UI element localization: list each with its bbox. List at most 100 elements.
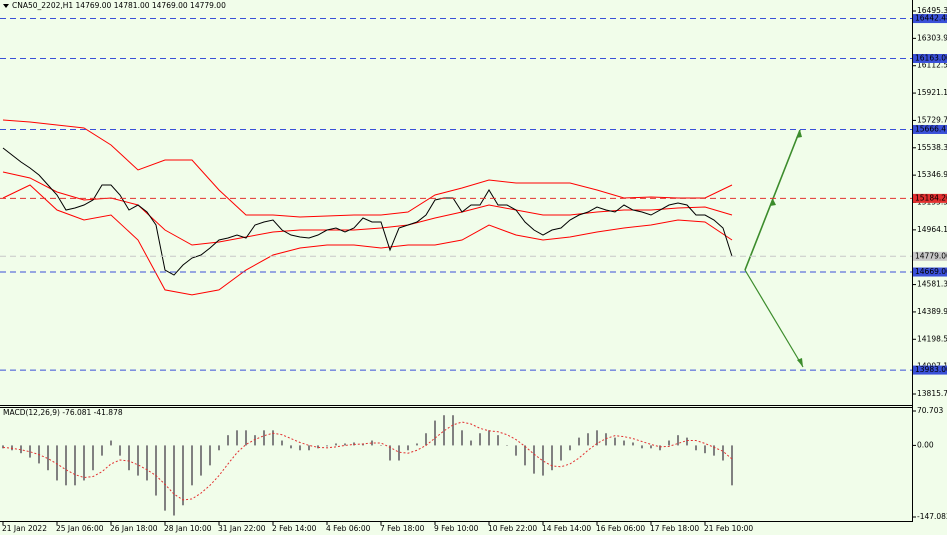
histogram-bar <box>632 442 634 446</box>
y-tick-label: 16303.90 <box>917 33 947 42</box>
histogram-bar <box>623 440 625 446</box>
x-tick-label: 7 Feb 18:00 <box>380 524 425 533</box>
histogram-bar <box>569 445 571 451</box>
signal-line <box>2 421 733 501</box>
histogram-bar <box>380 445 382 446</box>
bollinger-band <box>2 184 733 296</box>
histogram-bar <box>128 445 130 471</box>
x-tick-label: 16 Feb 06:00 <box>596 524 645 533</box>
histogram-bar <box>2 445 4 449</box>
histogram-bar <box>56 445 58 481</box>
indicator-title: MACD(12,26,9) -76.081 -41.878 <box>3 408 123 417</box>
arrow-head <box>796 130 802 138</box>
histogram-bar <box>344 443 346 446</box>
histogram-bar <box>605 433 607 446</box>
x-tick-label: 2 Feb 14:00 <box>272 524 317 533</box>
histogram-bar <box>614 437 616 446</box>
histogram-bar <box>65 445 67 486</box>
x-tick-label: 21 Jan 2022 <box>2 524 47 533</box>
histogram-bar <box>146 445 148 481</box>
trend-arrow <box>744 269 804 368</box>
histogram-bar <box>326 445 328 447</box>
histogram-bar <box>695 445 697 451</box>
histogram-bar <box>245 430 247 446</box>
histogram-bar <box>308 445 310 451</box>
histogram-bar <box>434 420 436 446</box>
histogram-bar <box>83 445 85 481</box>
histogram-bar <box>461 430 463 446</box>
histogram-bar <box>101 445 103 456</box>
histogram-bar <box>704 445 706 454</box>
histogram-bar <box>731 445 733 486</box>
histogram-bar <box>20 445 22 454</box>
x-tick-label: 9 Feb 10:00 <box>434 524 479 533</box>
histogram-bar <box>524 445 526 466</box>
histogram-bar <box>650 445 652 449</box>
bollinger-band <box>2 119 733 218</box>
y-tick-label: 16112.50 <box>917 61 947 70</box>
x-tick-label: 14 Feb 14:00 <box>542 524 591 533</box>
histogram-bar <box>182 445 184 506</box>
level-label-box <box>913 267 947 277</box>
chart-title: CNA50_2202,H1 14769.00 14781.00 14769.00… <box>12 1 226 10</box>
price-line <box>2 147 733 276</box>
histogram-bar <box>263 430 265 446</box>
histogram-bar <box>191 445 193 486</box>
menu-icon[interactable] <box>3 4 9 8</box>
histogram-bar <box>578 437 580 446</box>
trend-arrow <box>744 129 801 271</box>
x-tick-label: 4 Feb 06:00 <box>326 524 371 533</box>
level-label: 16163.00 <box>915 54 947 63</box>
level-label-box <box>913 193 947 203</box>
histogram-bar <box>236 430 238 446</box>
y-tick-label: 16495.30 <box>917 6 947 15</box>
x-tick-label: 21 Feb 10:00 <box>704 524 753 533</box>
histogram-bar <box>452 415 454 446</box>
level-label: 16442.48 <box>915 14 947 23</box>
histogram-bar <box>443 415 445 446</box>
histogram-bar <box>209 445 211 466</box>
histogram-bar <box>506 445 508 446</box>
x-tick-label: 26 Jan 18:00 <box>110 524 158 533</box>
histogram-bar <box>668 440 670 446</box>
histogram-bar <box>686 437 688 446</box>
histogram-bar <box>155 445 157 496</box>
histogram-bar <box>713 445 715 456</box>
histogram-bar <box>722 445 724 461</box>
histogram-bar <box>389 445 391 461</box>
y-tick-label: 15729.70 <box>917 115 947 124</box>
x-tick-label: 25 Jan 06:00 <box>56 524 104 533</box>
x-tick-label: 17 Feb 18:00 <box>650 524 699 533</box>
histogram-bar <box>488 430 490 446</box>
level-label: 14669.06 <box>915 267 947 276</box>
histogram-bar <box>533 445 535 474</box>
histogram-bar <box>479 433 481 446</box>
y-tick-label: 15538.30 <box>917 143 947 152</box>
level-label-box <box>913 251 947 261</box>
histogram-bar <box>272 430 274 446</box>
y-tick-label: 0.00 <box>917 440 934 449</box>
y-tick-label: 13815.70 <box>917 389 947 398</box>
histogram-bar <box>416 443 418 446</box>
histogram-bar <box>74 445 76 486</box>
x-tick-label: 31 Jan 22:00 <box>218 524 266 533</box>
level-label-box <box>913 14 947 24</box>
y-tick-label: 15346.90 <box>917 170 947 179</box>
histogram-bar <box>218 445 220 451</box>
histogram-bar <box>371 440 373 446</box>
histogram-bar <box>560 445 562 461</box>
level-label: 15184.26 <box>915 193 947 202</box>
histogram-bar <box>119 445 121 456</box>
histogram-bar <box>542 445 544 476</box>
histogram-bar <box>299 445 301 451</box>
histogram-bar <box>254 435 256 446</box>
histogram-bar <box>29 445 31 458</box>
level-label-box <box>913 54 947 64</box>
x-tick-label: 10 Feb 22:00 <box>488 524 537 533</box>
y-tick-label: 14581.30 <box>917 280 947 289</box>
y-tick-label: 14389.90 <box>917 307 947 316</box>
histogram-bar <box>515 445 517 456</box>
histogram-bar <box>317 445 319 449</box>
histogram-bar <box>173 445 175 516</box>
